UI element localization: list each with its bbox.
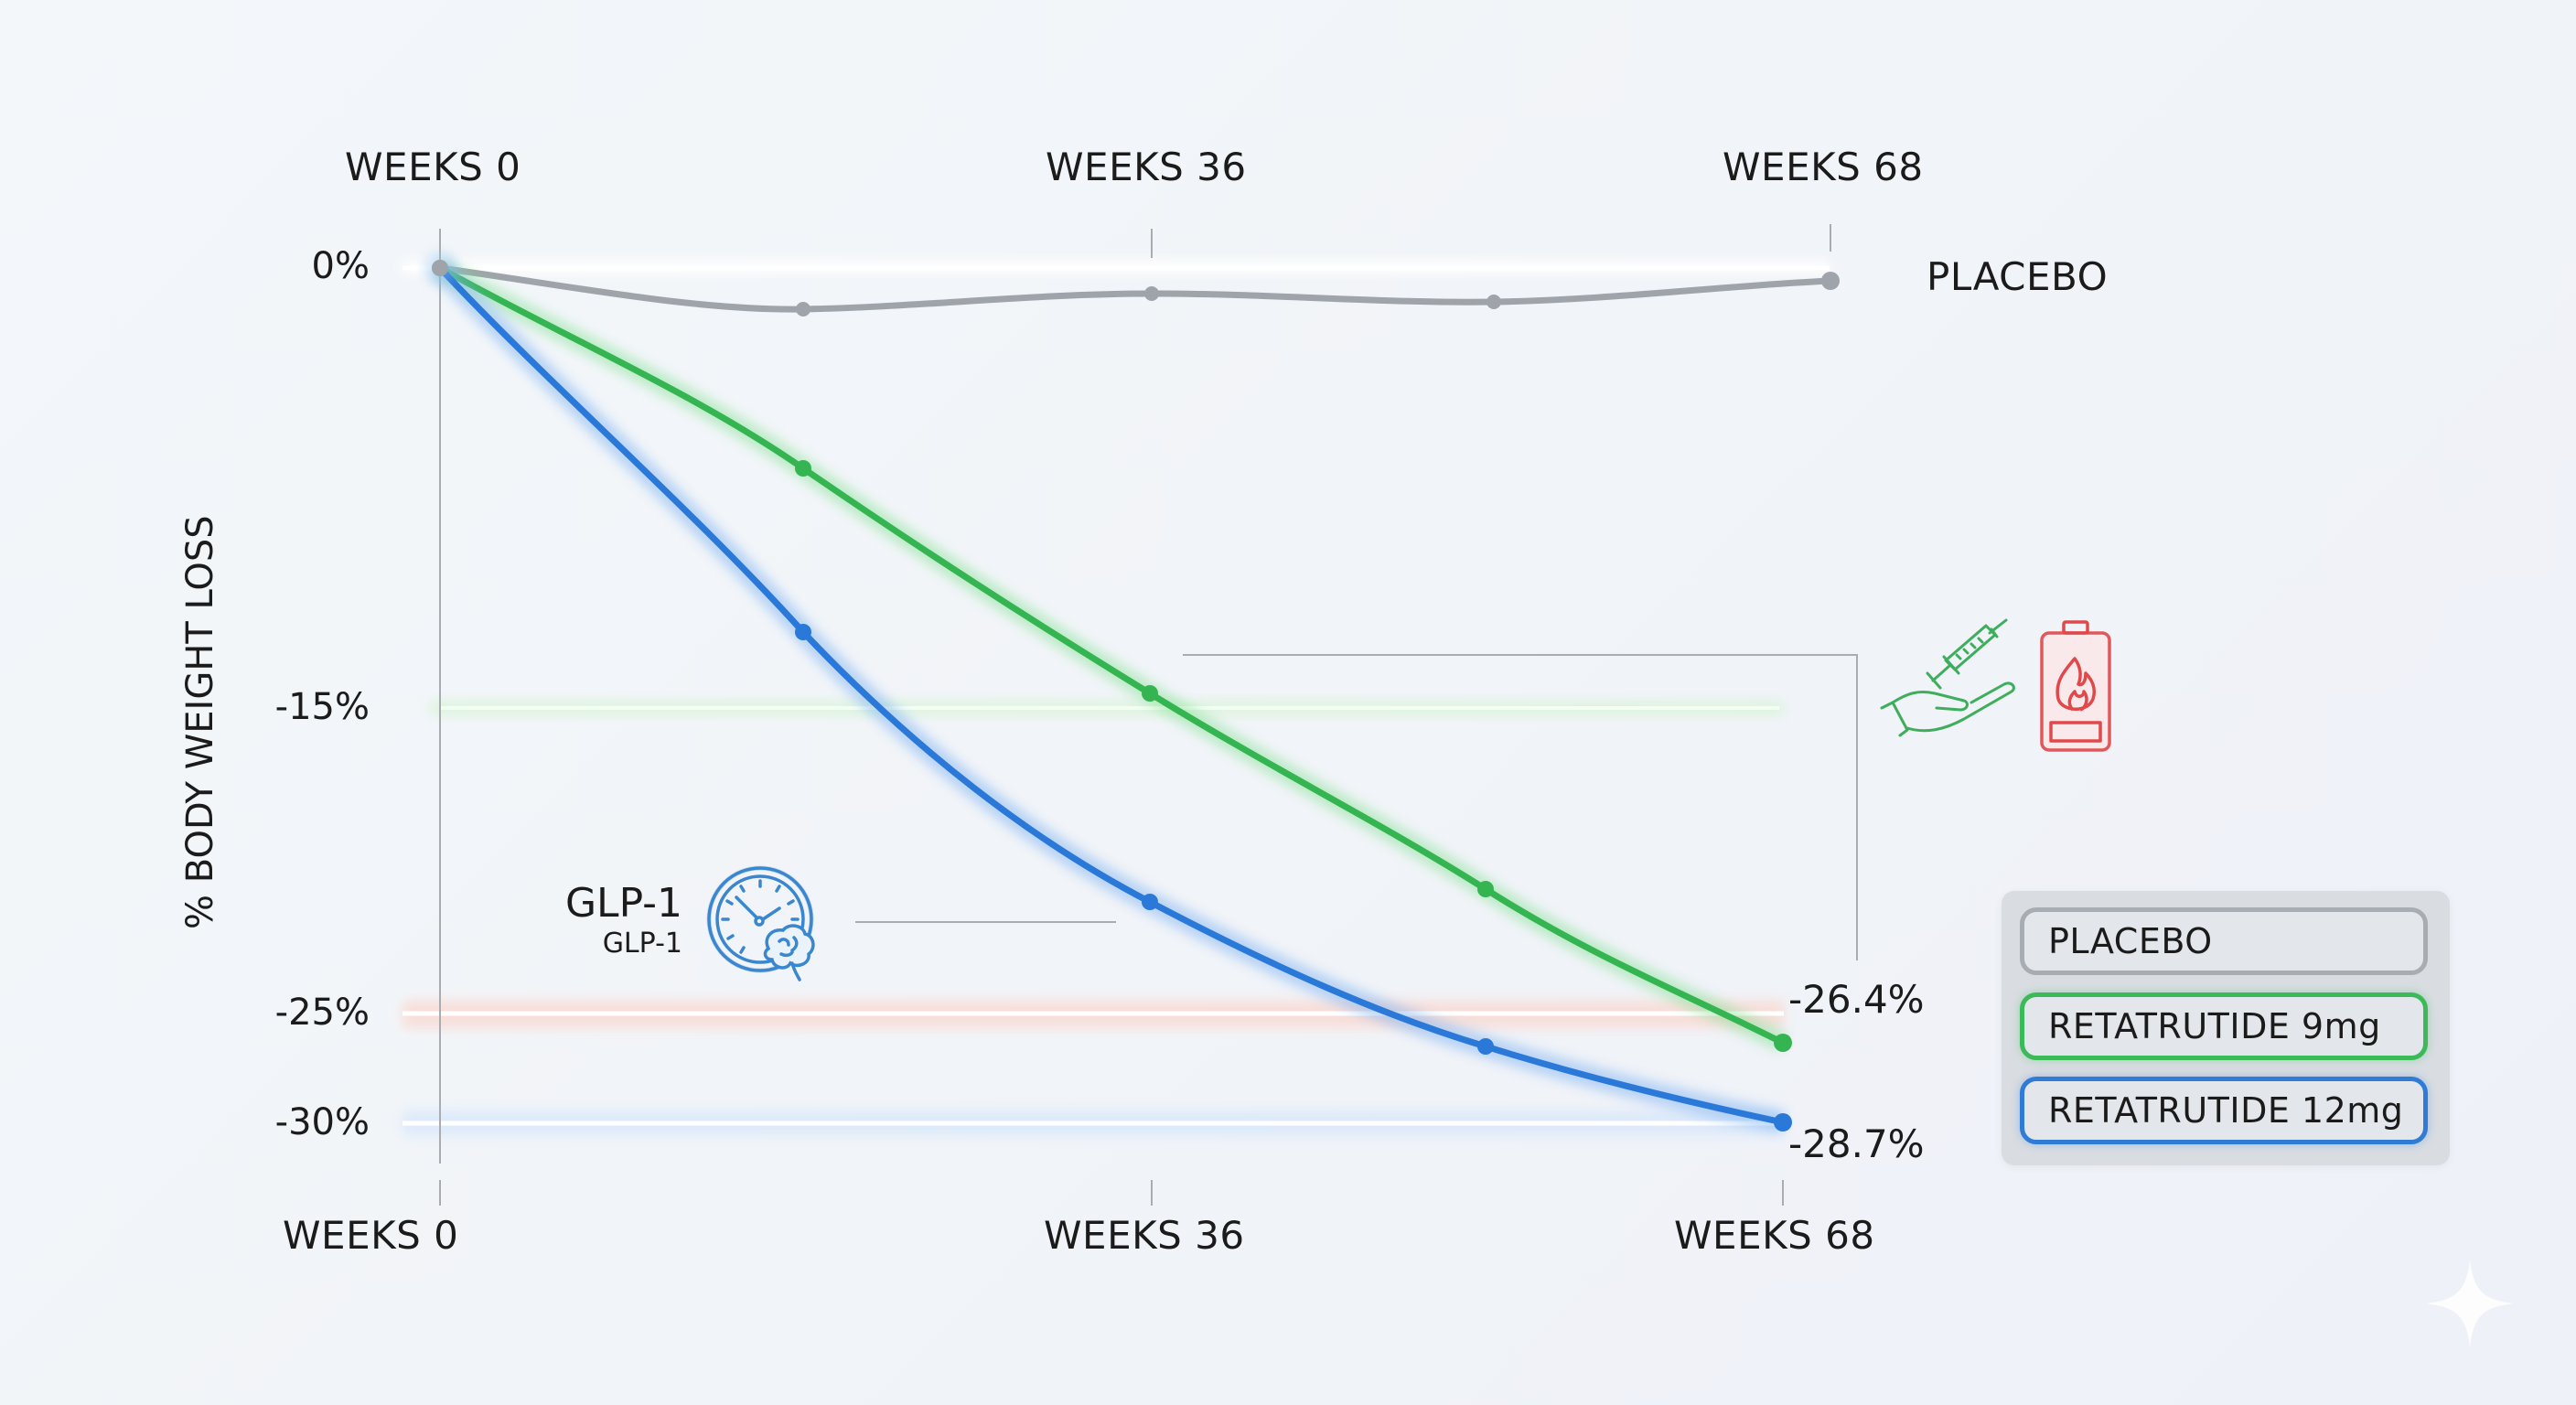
y-tick-minus-15: -15% — [274, 686, 370, 728]
series-retatrutide-12mg — [432, 260, 1792, 1133]
legend: PLACEBO RETATRUTIDE 9mg RETATRUTIDE 12mg — [2002, 891, 2450, 1165]
bottom-tick-week-0: WEEKS 0 — [283, 1213, 459, 1258]
y-tick-0: 0% — [311, 245, 370, 287]
y-tick-minus-30: -30% — [274, 1101, 370, 1143]
legend-label: RETATRUTIDE 9mg — [2048, 1006, 2381, 1046]
callout-lines — [855, 654, 1858, 960]
legend-item-retatrutide-9mg[interactable]: RETATRUTIDE 9mg — [2020, 992, 2428, 1060]
bottom-tick-week-68: WEEKS 68 — [1674, 1213, 1875, 1258]
end-value-9mg: -26.4% — [1788, 977, 1925, 1022]
gridlines — [402, 261, 1830, 1136]
legend-item-retatrutide-12mg[interactable]: RETATRUTIDE 12mg — [2020, 1077, 2428, 1144]
bottom-tick-week-36: WEEKS 36 — [1044, 1213, 1245, 1258]
placebo-line-label: PLACEBO — [1927, 254, 2109, 299]
glp1-sublabel: GLP-1 — [602, 928, 682, 960]
end-value-12mg: -28.7% — [1788, 1121, 1925, 1166]
legend-label: PLACEBO — [2048, 921, 2213, 961]
battery-flame-icon — [2040, 620, 2111, 752]
clock-brain-icon — [706, 865, 815, 981]
glp1-label: GLP-1 — [564, 880, 682, 927]
legend-label: RETATRUTIDE 12mg — [2048, 1090, 2404, 1131]
y-axis-title: % BODY WEIGHT LOSS — [179, 515, 221, 929]
top-tick-week-36: WEEKS 36 — [1046, 145, 1247, 189]
y-tick-minus-25: -25% — [274, 992, 370, 1034]
axis-lines — [439, 224, 1831, 1206]
top-tick-week-68: WEEKS 68 — [1723, 145, 1924, 189]
syringe-hand-icon — [1880, 618, 2015, 737]
top-tick-week-0: WEEKS 0 — [345, 145, 521, 189]
series-retatrutide-9mg — [435, 259, 1792, 1052]
legend-item-placebo[interactable]: PLACEBO — [2020, 907, 2428, 975]
sparkle-icon — [2426, 1260, 2514, 1347]
